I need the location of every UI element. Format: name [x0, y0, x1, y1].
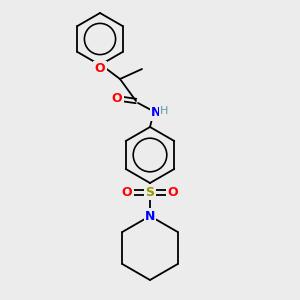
Text: N: N — [151, 106, 161, 119]
Text: S: S — [146, 185, 154, 199]
Text: O: O — [95, 62, 105, 76]
Text: O: O — [112, 92, 122, 106]
Text: O: O — [122, 185, 132, 199]
Text: N: N — [145, 209, 155, 223]
Text: O: O — [168, 185, 178, 199]
Text: H: H — [160, 106, 168, 116]
